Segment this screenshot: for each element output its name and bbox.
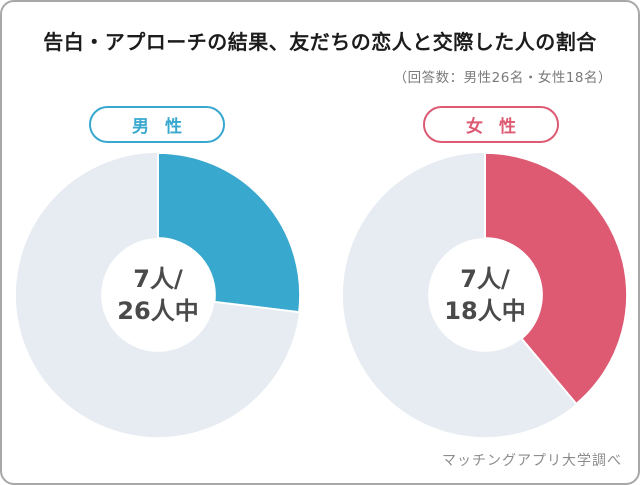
- male-label-badge: 男 性: [89, 106, 225, 143]
- page-title: 告白・アプローチの結果、友だちの恋人と交際した人の割合: [43, 30, 597, 54]
- female-donut-svg: [342, 151, 628, 438]
- female-label: 女 性: [466, 117, 521, 137]
- donut-segment: [157, 151, 302, 314]
- response-count-note: （回答数：男性26名・女性18名）: [393, 70, 612, 86]
- source-credit: マッチングアプリ大学調べ: [442, 453, 622, 469]
- female-donut-chart: 7人/ 18人中: [339, 149, 631, 441]
- female-label-badge: 女 性: [423, 106, 559, 143]
- male-donut-svg: [15, 151, 302, 438]
- male-donut-chart: 7人/ 26人中: [12, 149, 304, 441]
- donut-segment: [484, 151, 628, 405]
- male-label: 男 性: [132, 117, 187, 137]
